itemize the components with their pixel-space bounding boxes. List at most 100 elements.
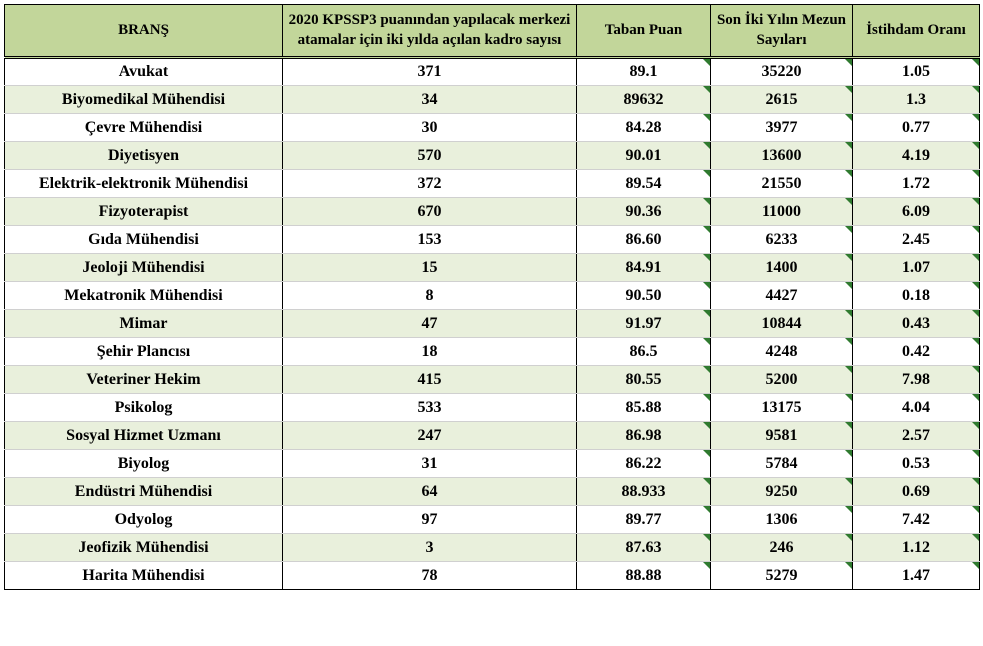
cell-value: 1.12 — [902, 539, 930, 556]
cell-mezun: 1400 — [711, 254, 853, 282]
cell-marker-icon — [845, 254, 852, 261]
cell-marker-icon — [972, 142, 979, 149]
cell-value: 21550 — [762, 175, 802, 192]
cell-marker-icon — [972, 506, 979, 513]
cell-taban: 86.5 — [577, 338, 711, 366]
cell-ist: 2.57 — [853, 422, 980, 450]
cell-value: 89632 — [624, 91, 664, 108]
cell-value: Biyolog — [118, 455, 170, 472]
cell-brans: Jeofizik Mühendisi — [5, 534, 283, 562]
cell-taban: 88.88 — [577, 562, 711, 590]
cell-value: 10844 — [762, 315, 802, 332]
cell-marker-icon — [845, 310, 852, 317]
cell-brans: Harita Mühendisi — [5, 562, 283, 590]
cell-marker-icon — [703, 450, 710, 457]
cell-marker-icon — [845, 282, 852, 289]
cell-taban: 85.88 — [577, 394, 711, 422]
cell-taban: 90.01 — [577, 142, 711, 170]
cell-value: 89.54 — [626, 175, 662, 192]
cell-value: Şehir Plancısı — [97, 343, 191, 360]
cell-value: Endüstri Mühendisi — [75, 483, 212, 500]
cell-brans: Mekatronik Mühendisi — [5, 282, 283, 310]
cell-ist: 4.19 — [853, 142, 980, 170]
cell-value: Jeoloji Mühendisi — [82, 259, 204, 276]
cell-value: 6.09 — [902, 203, 930, 220]
cell-marker-icon — [703, 534, 710, 541]
cell-ist: 6.09 — [853, 198, 980, 226]
cell-marker-icon — [845, 114, 852, 121]
cell-mezun: 5200 — [711, 366, 853, 394]
cell-value: 6233 — [766, 231, 798, 248]
table-row: Şehir Plancısı 18 86.5 4248 0.42 — [5, 338, 980, 366]
cell-kadro: 153 — [283, 226, 577, 254]
table-row: Çevre Mühendisi3084.2839770.77 — [5, 114, 980, 142]
cell-brans: Biyolog — [5, 450, 283, 478]
table-row: Fizyoterapist67090.36110006.09 — [5, 198, 980, 226]
cell-kadro: 533 — [283, 394, 577, 422]
cell-marker-icon — [972, 254, 979, 261]
cell-value: 0.42 — [902, 343, 930, 360]
cell-value: 90.50 — [626, 287, 662, 304]
cell-marker-icon — [703, 114, 710, 121]
cell-marker-icon — [703, 226, 710, 233]
cell-marker-icon — [845, 394, 852, 401]
table-row: Harita Mühendisi7888.8852791.47 — [5, 562, 980, 590]
table-row: Odyolog9789.7713067.42 — [5, 506, 980, 534]
cell-mezun: 246 — [711, 534, 853, 562]
cell-mezun: 4427 — [711, 282, 853, 310]
cell-value: 84.91 — [626, 259, 662, 276]
cell-value: 84.28 — [626, 119, 662, 136]
cell-value: 86.22 — [626, 455, 662, 472]
cell-marker-icon — [972, 170, 979, 177]
cell-marker-icon — [972, 562, 979, 569]
cell-taban: 89.1 — [577, 58, 711, 86]
cell-value: 1306 — [766, 511, 798, 528]
cell-marker-icon — [972, 422, 979, 429]
cell-taban: 90.50 — [577, 282, 711, 310]
cell-kadro: 372 — [283, 170, 577, 198]
cell-kadro: 247 — [283, 422, 577, 450]
table-row: Veteriner Hekim41580.5552007.98 — [5, 366, 980, 394]
table-row: Diyetisyen57090.01136004.19 — [5, 142, 980, 170]
cell-marker-icon — [703, 59, 710, 66]
cell-mezun: 35220 — [711, 58, 853, 86]
cell-ist: 1.72 — [853, 170, 980, 198]
cell-value: 0.77 — [902, 119, 930, 136]
cell-ist: 4.04 — [853, 394, 980, 422]
cell-marker-icon — [972, 282, 979, 289]
cell-brans: Gıda Mühendisi — [5, 226, 283, 254]
cell-value: 153 — [418, 231, 442, 248]
cell-ist: 0.77 — [853, 114, 980, 142]
cell-ist: 1.3 — [853, 86, 980, 114]
cell-value: Odyolog — [115, 511, 173, 528]
cell-value: 85.88 — [626, 399, 662, 416]
cell-value: 18 — [422, 343, 438, 360]
cell-marker-icon — [845, 478, 852, 485]
cell-value: Biyomedikal Mühendisi — [62, 91, 225, 108]
cell-value: 1.72 — [902, 175, 930, 192]
cell-value: 4.04 — [902, 399, 930, 416]
cell-value: 64 — [422, 483, 438, 500]
cell-mezun: 10844 — [711, 310, 853, 338]
cell-ist: 1.47 — [853, 562, 980, 590]
cell-taban: 88.933 — [577, 478, 711, 506]
cell-mezun: 5784 — [711, 450, 853, 478]
cell-value: Gıda Mühendisi — [88, 231, 199, 248]
cell-value: 13175 — [762, 399, 802, 416]
cell-marker-icon — [845, 366, 852, 373]
table-row: Endüstri Mühendisi6488.93392500.69 — [5, 478, 980, 506]
cell-ist: 1.05 — [853, 58, 980, 86]
cell-marker-icon — [845, 562, 852, 569]
cell-value: Jeofizik Mühendisi — [78, 539, 208, 556]
cell-taban: 86.22 — [577, 450, 711, 478]
cell-marker-icon — [703, 86, 710, 93]
cell-marker-icon — [845, 506, 852, 513]
cell-mezun: 13600 — [711, 142, 853, 170]
cell-value: 4248 — [766, 343, 798, 360]
table-row: Mekatronik Mühendisi890.5044270.18 — [5, 282, 980, 310]
cell-kadro: 8 — [283, 282, 577, 310]
cell-mezun: 2615 — [711, 86, 853, 114]
cell-taban: 91.97 — [577, 310, 711, 338]
cell-value: Harita Mühendisi — [82, 567, 204, 584]
cell-value: 97 — [422, 511, 438, 528]
